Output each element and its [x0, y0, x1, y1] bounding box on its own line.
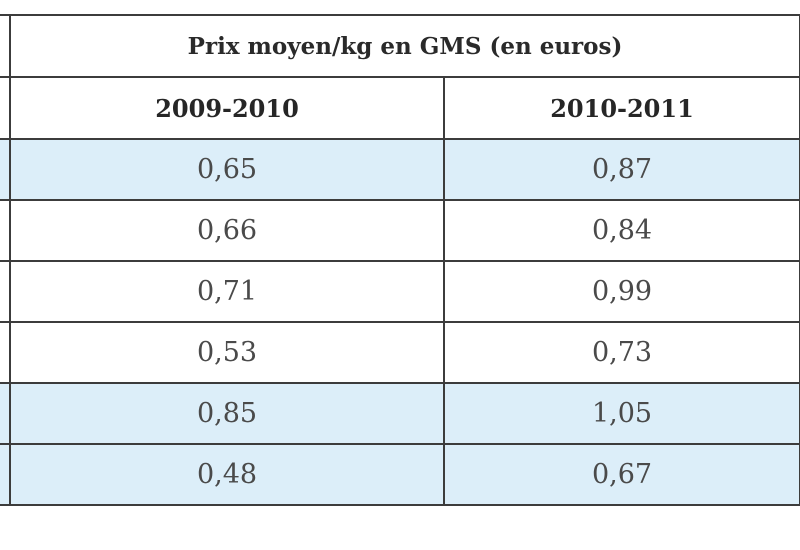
table-cell: 0,87 — [442, 138, 800, 201]
table-row: 0,71 0,99 — [0, 260, 800, 323]
table-cell: 1,05 — [442, 382, 800, 445]
row-label-cell — [0, 321, 11, 384]
row-label-cell — [0, 382, 11, 445]
column-header-row: 2009-2010 2010-2011 — [0, 76, 800, 140]
table-row: 0,65 0,87 — [0, 138, 800, 201]
price-table: Prix moyen/kg en GMS (en euros) 2009-201… — [0, 14, 800, 506]
row-label-header — [0, 14, 11, 78]
table-cell: 0,48 — [9, 443, 445, 506]
table-row: 0,66 0,84 — [0, 199, 800, 262]
column-header-2009-2010: 2009-2010 — [9, 76, 445, 140]
table-cell: 0,66 — [9, 199, 445, 262]
table-cell: 0,65 — [9, 138, 445, 201]
table-cell: 0,53 — [9, 321, 445, 384]
table-row: 0,85 1,05 — [0, 382, 800, 445]
table-cell: 0,71 — [9, 260, 445, 323]
table-row: 0,48 0,67 — [0, 443, 800, 506]
column-header-2010-2011: 2010-2011 — [442, 76, 800, 140]
table-cell: 0,84 — [442, 199, 800, 262]
table-cell: 0,99 — [442, 260, 800, 323]
row-label-cell — [0, 443, 11, 506]
price-table-container: Prix moyen/kg en GMS (en euros) 2009-201… — [0, 14, 800, 506]
table-title: Prix moyen/kg en GMS (en euros) — [8, 14, 800, 78]
table-row: 0,53 0,73 — [0, 321, 800, 384]
table-title-row: Prix moyen/kg en GMS (en euros) — [0, 14, 800, 78]
row-label-header-blank — [0, 76, 11, 140]
table-cell: 0,85 — [9, 382, 445, 445]
row-label-cell — [0, 199, 11, 262]
row-label-cell — [0, 260, 11, 323]
table-cell: 0,67 — [442, 443, 800, 506]
table-cell: 0,73 — [442, 321, 800, 384]
row-label-cell — [0, 138, 11, 201]
